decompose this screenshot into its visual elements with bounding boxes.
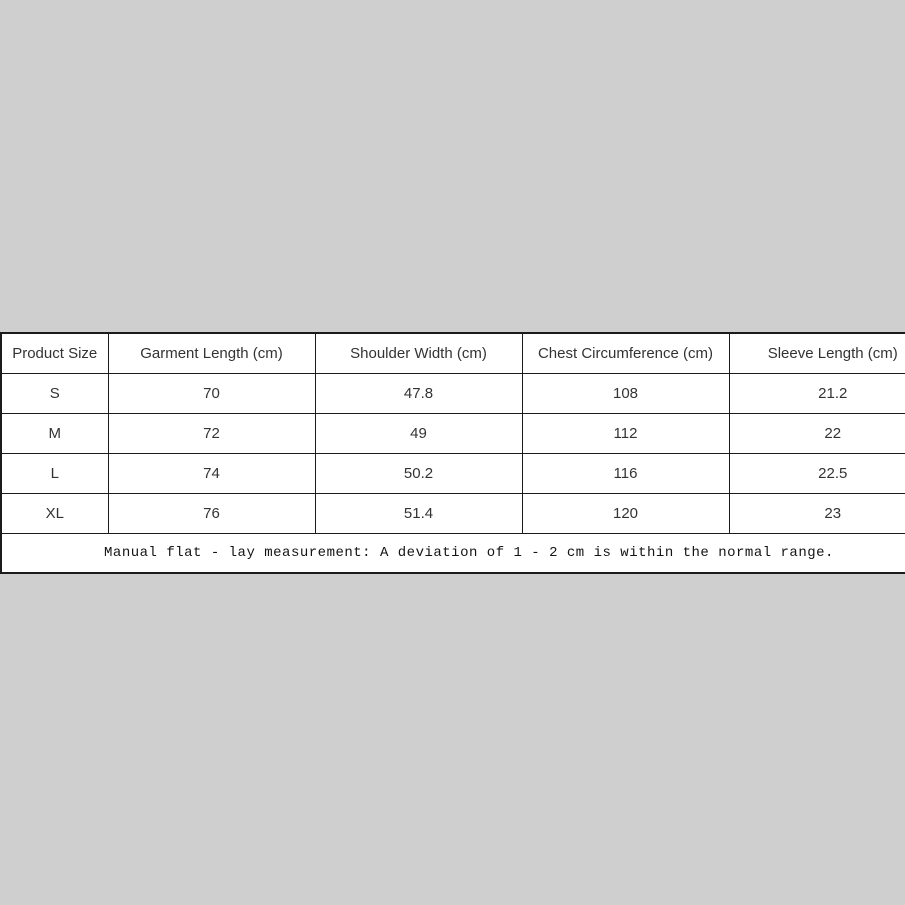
table-row-m: M 72 49 112 22 xyxy=(0,413,905,454)
sleeve-length-cell: 22 xyxy=(728,413,905,454)
garment-length-cell: 74 xyxy=(107,453,316,494)
size-chart-table-container: Product Size Garment Length (cm) Shoulde… xyxy=(0,332,905,574)
col-header-garment-length: Garment Length (cm) xyxy=(107,332,316,374)
col-header-chest-circumference: Chest Circumference (cm) xyxy=(521,332,730,374)
garment-length-cell: 76 xyxy=(107,493,316,534)
measurement-note: Manual flat - lay measurement: A deviati… xyxy=(0,533,905,574)
note-row: Manual flat - lay measurement: A deviati… xyxy=(0,533,905,574)
chest-circumference-cell: 112 xyxy=(521,413,730,454)
shoulder-width-cell: 50.2 xyxy=(314,453,523,494)
shoulder-width-cell: 51.4 xyxy=(314,493,523,534)
col-header-shoulder-width: Shoulder Width (cm) xyxy=(314,332,523,374)
size-cell: S xyxy=(0,373,109,414)
garment-length-cell: 72 xyxy=(107,413,316,454)
sleeve-length-cell: 23 xyxy=(728,493,905,534)
sleeve-length-cell: 22.5 xyxy=(728,453,905,494)
shoulder-width-cell: 47.8 xyxy=(314,373,523,414)
header-row: Product Size Garment Length (cm) Shoulde… xyxy=(0,332,905,374)
size-cell: L xyxy=(0,453,109,494)
size-cell: XL xyxy=(0,493,109,534)
shoulder-width-cell: 49 xyxy=(314,413,523,454)
table-row-xl: XL 76 51.4 120 23 xyxy=(0,493,905,534)
table-row-l: L 74 50.2 116 22.5 xyxy=(0,453,905,494)
col-header-product-size: Product Size xyxy=(0,332,109,374)
size-chart-table: Product Size Garment Length (cm) Shoulde… xyxy=(0,332,905,574)
table-row-s: S 70 47.8 108 21.2 xyxy=(0,373,905,414)
garment-length-cell: 70 xyxy=(107,373,316,414)
size-cell: M xyxy=(0,413,109,454)
sleeve-length-cell: 21.2 xyxy=(728,373,905,414)
chest-circumference-cell: 120 xyxy=(521,493,730,534)
col-header-sleeve-length: Sleeve Length (cm) xyxy=(728,332,905,374)
chest-circumference-cell: 116 xyxy=(521,453,730,494)
chest-circumference-cell: 108 xyxy=(521,373,730,414)
